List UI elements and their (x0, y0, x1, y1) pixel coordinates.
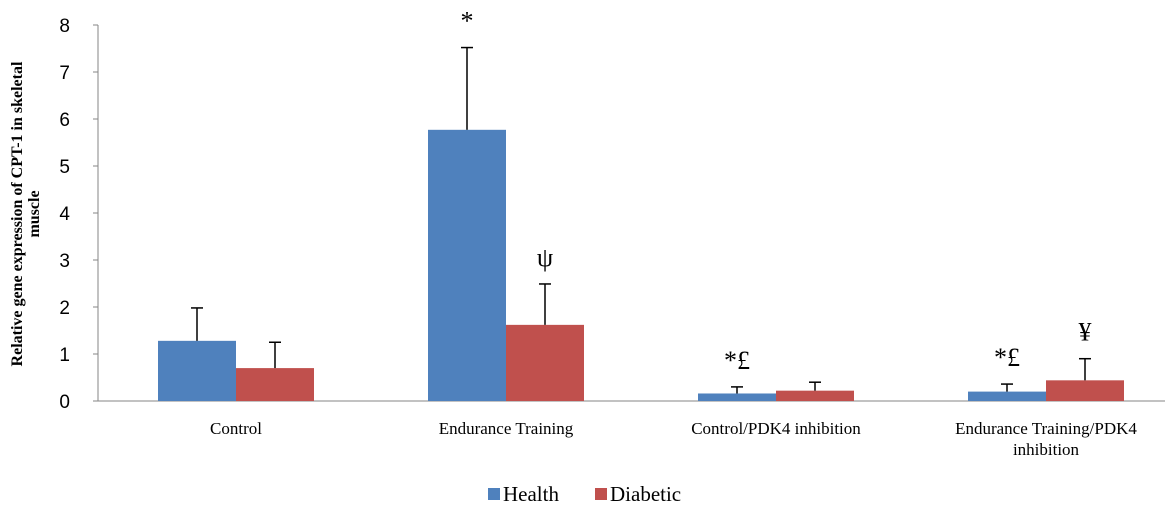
y-axis-title: Relative gene expression of CPT-1 in ske… (9, 61, 43, 366)
significance-marker: *£ (724, 346, 750, 375)
x-tick-label: Control (210, 419, 262, 438)
y-tick-label: 5 (59, 157, 70, 178)
y-axis-title-line: Relative gene expression of CPT-1 in ske… (9, 61, 26, 366)
y-axis-label: Relative gene expression of CPT-1 in ske… (9, 61, 43, 366)
plot-area: * ψ *£ *£ ¥ (97, 7, 1165, 402)
legend-swatch-diabetic (595, 488, 607, 500)
y-tick-label: 3 (59, 251, 70, 272)
bar-diabetic (236, 368, 314, 401)
x-tick-label: Control/PDK4 inhibition (691, 419, 861, 438)
x-tick-label: Endurance Training/PDK4 (955, 419, 1137, 438)
legend-swatch-health (488, 488, 500, 500)
bar-health (428, 129, 506, 401)
bar-diabetic (506, 324, 584, 401)
bar-diabetic (776, 390, 854, 401)
y-tick-label: 0 (59, 392, 70, 413)
significance-marker: * (461, 7, 474, 36)
legend: Health Diabetic (488, 482, 681, 506)
significance-marker: ψ (537, 243, 553, 272)
y-tick-label: 2 (59, 298, 70, 319)
significance-marker: ¥ (1079, 318, 1092, 347)
y-tick-label: 7 (59, 63, 70, 84)
y-tick-label: 4 (59, 204, 70, 225)
significance-marker: *£ (994, 343, 1020, 372)
x-tick-label: Endurance Training (439, 419, 574, 438)
legend-label-health: Health (503, 482, 559, 506)
y-tick-label: 6 (59, 110, 70, 131)
y-axis-title-line: muscle (26, 190, 43, 237)
legend-label-diabetic: Diabetic (610, 482, 681, 506)
bar-health (158, 340, 236, 401)
y-axis-ticks: 0 1 2 3 4 5 6 7 8 (59, 16, 98, 413)
x-axis-labels: Control Endurance Training Control/PDK4 in… (210, 419, 1137, 459)
x-tick-label: inhibition (1013, 440, 1080, 459)
bar-health (698, 393, 776, 401)
y-tick-label: 8 (59, 16, 70, 37)
bar-health (968, 391, 1046, 401)
y-tick-label: 1 (59, 345, 70, 366)
bar-diabetic (1046, 380, 1124, 401)
